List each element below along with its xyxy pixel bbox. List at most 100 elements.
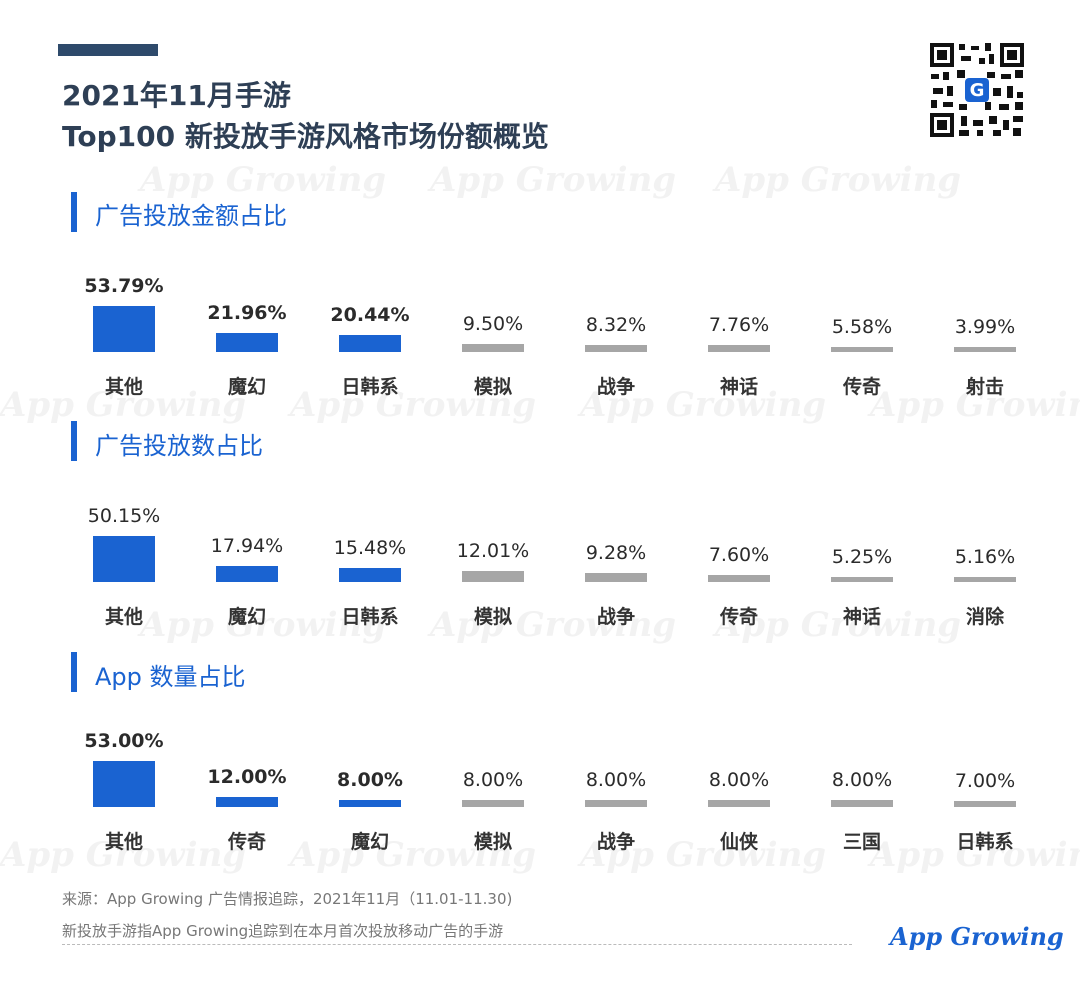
category-label: 其他 <box>104 376 143 398</box>
svg-text:G: G <box>970 80 985 101</box>
category-label: 模拟 <box>473 606 512 628</box>
watermark: App Growing <box>140 160 387 200</box>
category-label: 传奇 <box>719 606 758 628</box>
bar <box>585 800 647 807</box>
bar-column: 5.16% 消除 <box>930 490 1040 630</box>
bar-value-label: 12.01% <box>456 540 530 562</box>
category-label: 其他 <box>104 831 143 853</box>
category-label: 日韩系 <box>956 831 1014 853</box>
bar <box>954 801 1016 807</box>
category-label: 模拟 <box>473 831 512 853</box>
bar <box>93 761 155 807</box>
bar <box>462 344 524 352</box>
bar-column: 5.25% 神话 <box>807 490 917 630</box>
bar <box>216 797 278 807</box>
bar <box>831 800 893 807</box>
page-title-line1: 2021年11月手游 <box>62 79 291 112</box>
section-title-ad-count: 广告投放数占比 <box>95 432 263 460</box>
bar-column: 9.28% 战争 <box>561 490 671 630</box>
bar-value-label: 21.96% <box>207 302 287 324</box>
bar <box>339 568 401 582</box>
section-title-ad-spend: 广告投放金额占比 <box>95 202 287 230</box>
watermark: App Growing <box>430 160 677 200</box>
bar-column: 5.58% 传奇 <box>807 260 917 400</box>
category-label: 战争 <box>596 376 635 398</box>
bar <box>216 333 278 352</box>
section-marker <box>71 192 77 232</box>
bar-value-label: 8.00% <box>585 769 647 791</box>
bar <box>708 800 770 807</box>
watermark: App Growing <box>580 835 827 875</box>
section-marker <box>71 421 77 461</box>
bar-value-label: 15.48% <box>333 537 407 559</box>
footer-source: 来源：App Growing 广告情报追踪，2021年11月（11.01-11.… <box>62 890 513 908</box>
watermark: App Growing <box>715 160 962 200</box>
bar-value-label: 7.60% <box>708 544 770 566</box>
chart-ad-count-share: 50.15% 其他 17.94% 魔幻 15.48% 日韩系 12.01% 模拟 9.28% 战争… <box>0 490 1080 630</box>
watermark: App Growing <box>140 605 387 645</box>
header-accent-bar <box>58 44 158 56</box>
bar-column: 12.01% 模拟 <box>438 490 548 630</box>
bar-value-label: 9.50% <box>462 313 524 335</box>
bar-value-label: 53.00% <box>84 730 164 752</box>
bar-column: 53.00% 其他 <box>69 715 179 855</box>
bar <box>93 306 155 352</box>
watermark: App Growing <box>430 605 677 645</box>
category-label: 三国 <box>842 831 881 853</box>
category-label: 战争 <box>596 606 635 628</box>
chart-app-count-share: 53.00% 其他 12.00% 传奇 8.00% 魔幻 8.00% 模拟 8.00% 战争 8.0… <box>0 715 1080 855</box>
category-label: 日韩系 <box>341 376 399 398</box>
category-label: 传奇 <box>227 831 266 853</box>
bar-value-label: 5.58% <box>831 316 893 338</box>
page-title-line2: Top100 新投放手游风格市场份额概览 <box>62 120 549 153</box>
bar-value-label: 7.00% <box>954 770 1016 792</box>
bar <box>462 571 524 582</box>
category-label: 消除 <box>965 606 1004 628</box>
watermark: App Growing <box>290 835 537 875</box>
bar <box>339 335 401 352</box>
bar-value-label: 12.00% <box>207 766 287 788</box>
bar <box>708 575 770 582</box>
bar-value-label: 8.00% <box>462 769 524 791</box>
bar-column: 8.00% 魔幻 <box>315 715 425 855</box>
watermark: App Growing <box>0 835 247 875</box>
bar-value-label: 5.25% <box>831 546 893 568</box>
category-label: 神话 <box>842 606 881 628</box>
bar <box>339 800 401 807</box>
category-label: 仙侠 <box>719 831 758 853</box>
bar <box>954 347 1016 352</box>
bar <box>585 345 647 352</box>
bar-column: 15.48% 日韩系 <box>315 490 425 630</box>
bar <box>462 800 524 807</box>
bar-value-label: 53.79% <box>84 275 164 297</box>
bar-column: 8.00% 模拟 <box>438 715 548 855</box>
bar-value-label: 8.00% <box>337 769 403 791</box>
category-label: 魔幻 <box>227 376 266 398</box>
bar-value-label: 17.94% <box>210 535 284 557</box>
section-marker <box>71 652 77 692</box>
bar-value-label: 20.44% <box>330 304 410 326</box>
bar <box>93 536 155 582</box>
footer-divider <box>62 944 852 945</box>
bar-column: 17.94% 魔幻 <box>192 490 302 630</box>
category-label: 魔幻 <box>350 831 389 853</box>
bar-column: 3.99% 射击 <box>930 260 1040 400</box>
category-label: 射击 <box>965 376 1004 398</box>
bar-value-label: 8.00% <box>708 769 770 791</box>
bar <box>216 566 278 582</box>
bar-column: 50.15% 其他 <box>69 490 179 630</box>
category-label: 魔幻 <box>227 606 266 628</box>
bar-value-label: 7.76% <box>708 314 770 336</box>
bar-value-label: 9.28% <box>585 542 647 564</box>
category-label: 日韩系 <box>341 606 399 628</box>
bar <box>831 347 893 352</box>
category-label: 战争 <box>596 831 635 853</box>
app-growing-logo: App Growing <box>890 922 1064 951</box>
bar-column: 7.76% 神话 <box>684 260 794 400</box>
watermark: App Growing <box>870 835 1080 875</box>
category-label: 模拟 <box>473 376 512 398</box>
bar-value-label: 5.16% <box>954 546 1016 568</box>
bar-column: 7.60% 传奇 <box>684 490 794 630</box>
bar-column: 7.00% 日韩系 <box>930 715 1040 855</box>
footer-note: 新投放手游指App Growing追踪到在本月首次投放移动广告的手游 <box>62 922 504 940</box>
